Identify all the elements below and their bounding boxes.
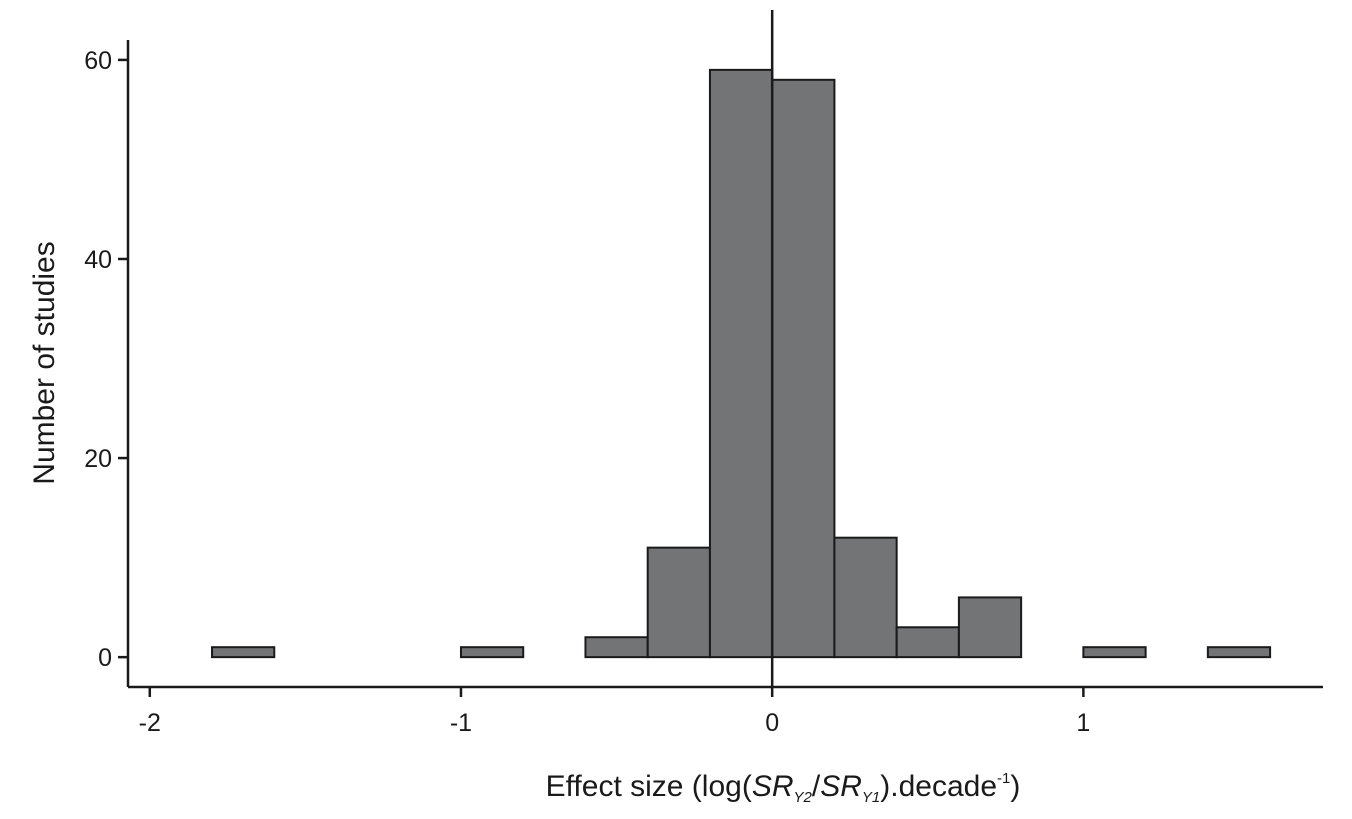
x-ticks-group: -2 -1 0 1: [139, 687, 1090, 737]
histogram-bar-4: [708, 68, 774, 659]
y-tick-label-20: 20: [84, 445, 112, 473]
histogram-bar-10: [1206, 646, 1272, 659]
histogram-bar-3: [646, 546, 711, 659]
y-tick-label-40: 40: [84, 246, 112, 274]
bars-group: [211, 68, 1272, 659]
histogram-bar-6: [833, 536, 898, 659]
y-axis-title: Number of studies: [28, 241, 61, 484]
y-ticks-group: 0 20 40 60: [84, 47, 128, 672]
histogram-bar-7: [895, 626, 960, 659]
histogram-bar-0: [211, 646, 276, 659]
x-title-prefix: Effect size (log(: [546, 770, 752, 803]
x-title-sr2: SR: [752, 770, 794, 803]
histogram-bar-2: [584, 636, 649, 659]
x-title-sup: -1: [997, 770, 1010, 787]
histogram-bar-1: [459, 646, 525, 659]
x-tick-label-1: 1: [1076, 709, 1090, 737]
histogram-bar-5: [771, 78, 836, 659]
y-tick-label-60: 60: [84, 47, 112, 75]
x-title-sr1: SR: [820, 770, 862, 803]
x-tick-label--1: -1: [450, 709, 472, 737]
x-tick-label-0: 0: [765, 709, 779, 737]
x-title-sub1: Y1: [862, 789, 880, 806]
x-title-mid: ).decade: [880, 770, 997, 803]
histogram-bar-9: [1082, 646, 1147, 659]
x-axis-title: Effect size (log(SRY2/SRY1).decade-1): [546, 770, 1021, 806]
histogram-bar-8: [957, 596, 1023, 659]
x-title-slash: /: [812, 770, 821, 803]
x-title-sub2: Y2: [794, 789, 813, 806]
x-title-suffix: ): [1010, 770, 1020, 803]
y-tick-label-0: 0: [98, 644, 112, 672]
x-tick-label--2: -2: [139, 709, 161, 737]
